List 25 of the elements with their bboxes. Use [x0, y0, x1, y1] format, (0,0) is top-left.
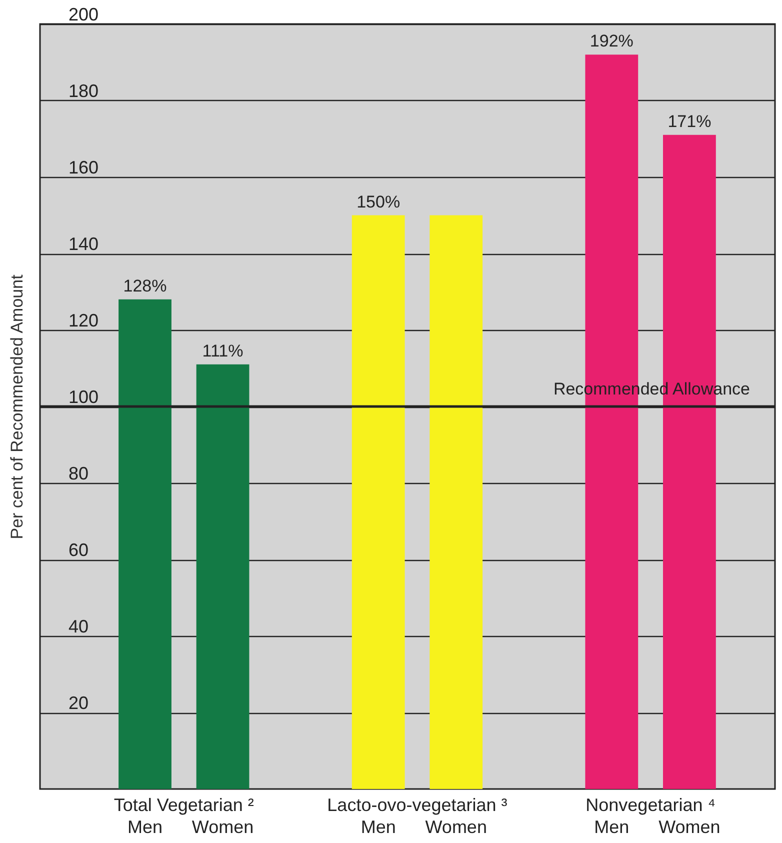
y-tick-label: 60	[68, 540, 89, 560]
y-tick-label: 120	[68, 310, 99, 330]
y-tick-label: 160	[68, 158, 99, 178]
data-label: 128%	[123, 276, 167, 296]
x-tick-label: Women	[192, 817, 254, 837]
data-label: 111%	[202, 341, 244, 360]
y-tick-label: 20	[68, 693, 89, 713]
y-tick-label: 200	[68, 4, 99, 24]
x-tick-label: Men	[594, 817, 630, 837]
y-tick-label: 140	[68, 234, 99, 254]
x-tick-label: Men	[127, 817, 163, 837]
text: Lacto-ovo-vegetarian ³	[327, 795, 508, 815]
x-tick-label: Women	[425, 817, 487, 837]
text: Nonvegetarian ⁴	[586, 795, 716, 815]
text: Total Vegetarian ²	[114, 795, 254, 815]
x-tick-label: Men	[360, 817, 396, 837]
data-label: 171%	[668, 112, 712, 131]
data-label: 150%	[356, 192, 400, 212]
y-tick-label: 40	[68, 616, 89, 636]
data-label: 192%	[590, 32, 634, 51]
x-tick-label: Women	[658, 817, 720, 837]
y-tick-label: 100	[68, 387, 99, 407]
y-tick-label: 180	[68, 81, 99, 101]
y-tick-label: 80	[68, 464, 89, 484]
y-axis-title: Per cent of Recommended Amount	[8, 274, 26, 540]
